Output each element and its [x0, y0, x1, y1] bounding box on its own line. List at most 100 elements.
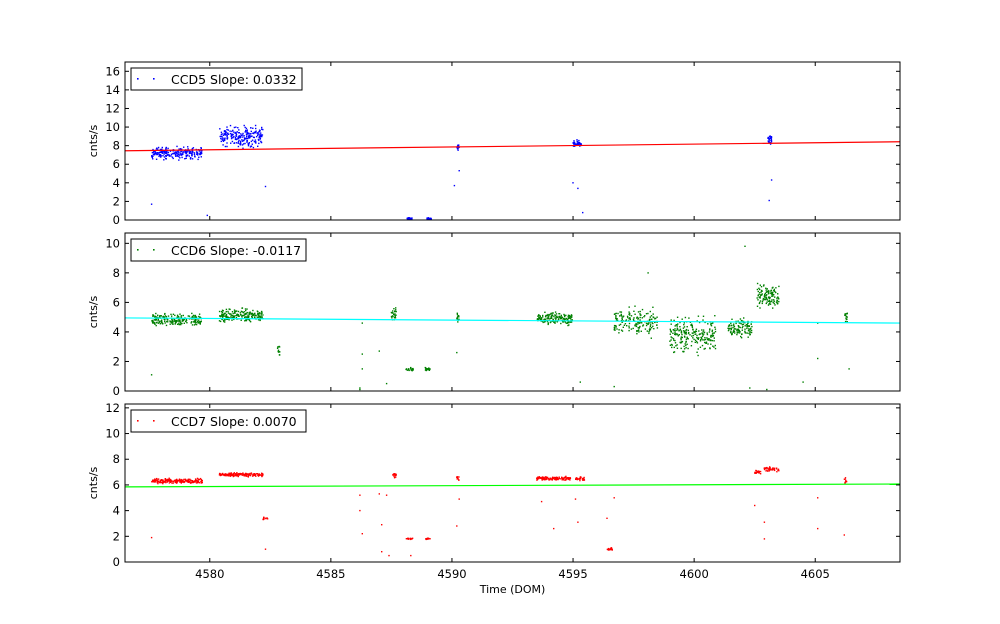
data-point	[731, 333, 733, 336]
data-point	[159, 315, 161, 317]
data-point	[243, 135, 245, 137]
x-axis-label: Time (DOM)	[479, 583, 546, 596]
data-point	[542, 320, 544, 323]
data-point	[732, 327, 734, 329]
data-point	[160, 150, 163, 152]
data-point	[277, 346, 279, 348]
data-point	[576, 142, 579, 144]
data-point	[680, 332, 683, 334]
data-point	[425, 367, 427, 369]
data-point	[261, 475, 263, 478]
data-point	[230, 473, 232, 475]
data-point	[766, 299, 769, 301]
data-point	[551, 314, 553, 316]
data-point	[248, 134, 250, 136]
data-point	[578, 139, 580, 142]
data-point	[230, 316, 232, 318]
data-point	[701, 333, 703, 335]
data-point	[576, 139, 578, 141]
data-point	[699, 346, 702, 348]
data-point	[171, 318, 173, 320]
data-point	[154, 152, 156, 155]
data-point	[638, 331, 640, 333]
data-point	[560, 316, 562, 318]
data-point	[669, 340, 671, 342]
data-point	[236, 310, 238, 312]
data-point	[241, 139, 243, 141]
data-point	[246, 129, 248, 131]
data-point	[691, 335, 693, 337]
data-point	[711, 334, 713, 337]
data-point	[700, 336, 702, 339]
data-point	[237, 142, 239, 144]
data-point	[542, 321, 544, 324]
data-point	[766, 288, 768, 290]
data-point	[176, 151, 179, 153]
data-point	[256, 316, 258, 318]
data-point	[615, 319, 618, 321]
data-point	[761, 300, 764, 303]
data-point	[748, 332, 750, 335]
y-tick-label: 10	[105, 427, 120, 441]
data-point	[552, 318, 554, 320]
data-point	[169, 323, 171, 325]
data-point	[222, 473, 225, 476]
data-point	[242, 473, 244, 475]
data-point	[392, 310, 394, 312]
data-point	[749, 331, 752, 333]
data-point	[258, 315, 260, 318]
data-point	[425, 369, 427, 372]
data-point	[192, 321, 195, 323]
data-point	[689, 334, 691, 336]
data-point	[702, 315, 705, 317]
data-point	[233, 126, 236, 129]
data-point	[223, 320, 225, 323]
data-point	[573, 141, 576, 144]
data-point	[176, 152, 178, 155]
data-point	[536, 478, 539, 481]
data-point	[772, 307, 774, 309]
data-point	[234, 311, 236, 314]
data-point	[744, 330, 746, 332]
data-point	[239, 312, 242, 314]
data-point	[565, 322, 567, 324]
data-point	[536, 318, 539, 320]
data-point	[152, 480, 154, 482]
data-point	[761, 290, 763, 292]
data-point	[163, 159, 165, 161]
data-point	[233, 309, 236, 311]
data-point	[639, 314, 642, 316]
data-point	[456, 316, 459, 318]
data-point	[252, 473, 255, 475]
data-point	[154, 321, 156, 324]
data-point	[544, 316, 547, 318]
data-point	[162, 316, 165, 319]
data-point	[161, 479, 163, 482]
data-point	[537, 478, 540, 480]
data-point	[762, 285, 765, 287]
data-point	[696, 320, 698, 322]
outlier-point	[359, 509, 361, 512]
data-point	[554, 478, 556, 481]
axes-frame	[124, 232, 901, 392]
data-point	[223, 474, 225, 477]
data-point	[768, 467, 770, 470]
x-tick-label: 4605	[801, 567, 830, 581]
data-point	[278, 346, 281, 348]
data-point	[615, 325, 617, 327]
data-point	[679, 329, 681, 331]
data-point	[197, 321, 200, 323]
data-point	[554, 314, 556, 316]
data-point	[252, 132, 254, 134]
outlier-point	[848, 368, 850, 370]
data-point	[700, 339, 702, 341]
data-point	[746, 332, 748, 334]
data-point	[241, 311, 243, 313]
data-point	[407, 537, 410, 540]
data-point	[543, 478, 545, 480]
data-point	[181, 150, 183, 153]
data-point	[237, 315, 239, 317]
data-point	[623, 324, 626, 326]
data-point	[732, 331, 734, 333]
data-point	[240, 310, 243, 313]
